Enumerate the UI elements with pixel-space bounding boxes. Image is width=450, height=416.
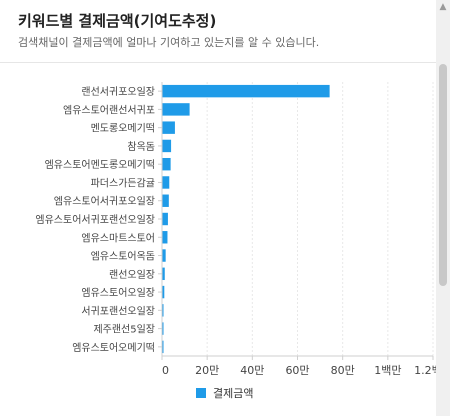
category-label: 엠유스토어오메기떡 — [72, 342, 155, 354]
bar — [162, 176, 170, 189]
bar — [162, 103, 190, 116]
bar — [162, 139, 172, 153]
bar — [162, 84, 330, 98]
bar — [162, 212, 168, 226]
legend-label: 결제금액 — [213, 387, 254, 400]
category-label: 엠유스마트스토어 — [81, 232, 155, 244]
chart-panel: 키워드별 결제금액(기여도추정) 검색채널이 결제금액에 얼마나 기여하고 있는… — [0, 12, 436, 401]
category-label: 제주랜선5일장 — [93, 324, 155, 336]
scroll-thumb[interactable] — [439, 64, 447, 286]
bar — [162, 231, 168, 244]
x-tick-label: 0 — [162, 364, 169, 377]
bar — [162, 121, 175, 134]
category-label: 엠유스토어서귀포오일장 — [54, 196, 155, 208]
bar — [162, 267, 165, 281]
x-tick-label: 1백만 — [374, 364, 401, 377]
category-label: 엠유스토어서귀포랜선오일장 — [35, 214, 155, 226]
x-tick-label: 80만 — [331, 364, 355, 377]
category-label: 엠유스토어멘도롱오메기떡 — [45, 159, 155, 171]
x-tick-label: 20만 — [195, 364, 219, 377]
category-label: 랜선서귀포오일장 — [81, 86, 155, 98]
x-tick-label: 1.2백만 — [414, 364, 436, 377]
legend-swatch — [196, 388, 206, 398]
bar-chart: 0 20만 40만 60만 80만 1백만 1.2백만 랜선서귀포오일장엠유스토어랜선서귀포멘… — [35, 82, 436, 377]
chart-title: 키워드별 결제금액(기여도추정) — [18, 12, 217, 30]
category-label: 엠유스토어옥돔 — [91, 251, 155, 263]
category-label: 멘도롱오메기떡 — [91, 123, 155, 135]
bar — [162, 157, 171, 171]
x-tick-label: 40만 — [240, 364, 264, 377]
chart-subtitle: 검색채널이 결제금액에 얼마나 기여하고 있는지를 알 수 있습니다. — [18, 36, 320, 49]
bar — [162, 285, 165, 299]
legend[interactable]: 결제금액 — [196, 385, 253, 401]
category-label: 랜선오일장 — [109, 269, 155, 281]
scroll-up-arrow-icon[interactable]: ▲ — [439, 2, 447, 12]
x-tick-label: 60만 — [285, 364, 309, 377]
category-label: 엠유스토어오일장 — [81, 287, 155, 299]
bar — [162, 322, 164, 335]
bar — [162, 249, 166, 262]
divider — [0, 62, 436, 63]
category-label: 서귀포랜선오일장 — [81, 305, 155, 317]
category-label: 참옥돔 — [127, 141, 155, 153]
category-label: 파더스가든감귤 — [91, 177, 155, 189]
bar — [162, 304, 164, 317]
bar — [162, 340, 164, 354]
category-label: 엠유스토어랜선서귀포 — [63, 104, 155, 116]
bar — [162, 194, 169, 207]
